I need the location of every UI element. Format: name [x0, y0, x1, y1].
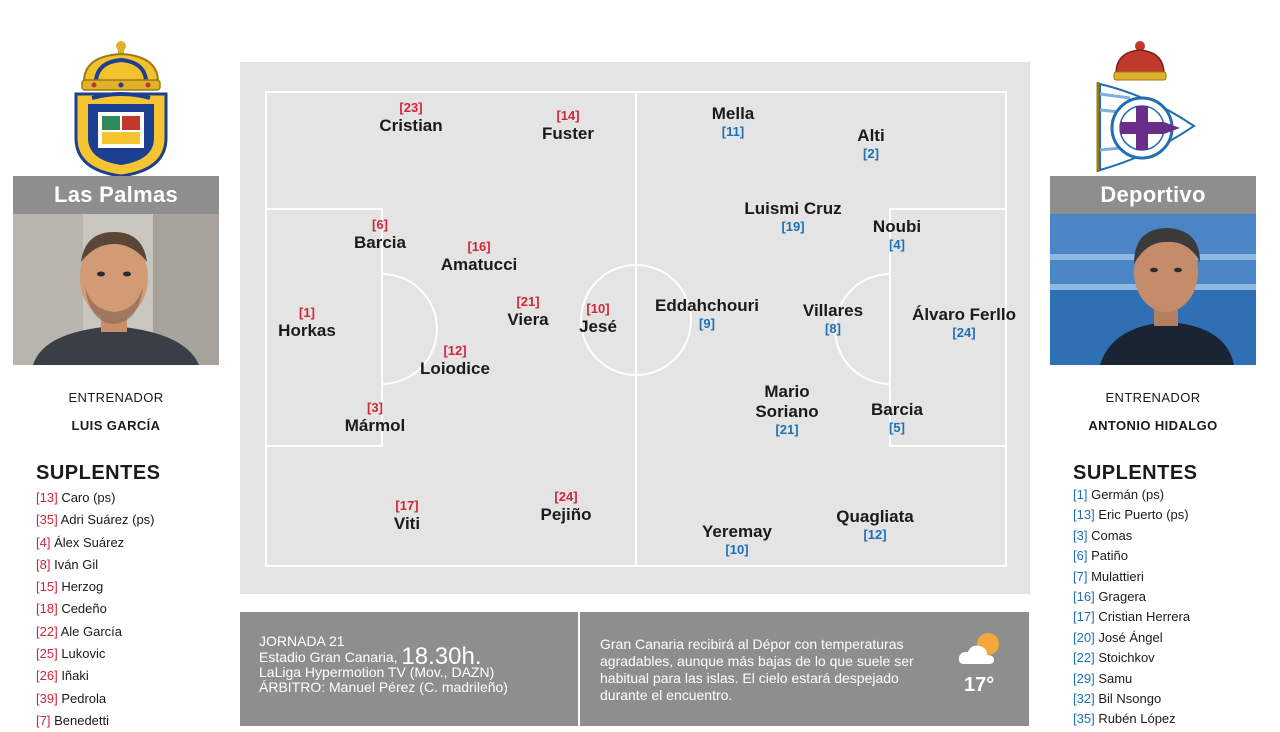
list-item: [8] Iván Gil — [36, 556, 99, 572]
home-subs-list: [13] Caro (ps) [35] Adri Suárez (ps) [4]… — [36, 487, 155, 732]
list-item: [6] Patiño — [1073, 548, 1128, 564]
pitch-lines — [265, 91, 1007, 567]
player-home-jese: [10] Jesé — [579, 301, 617, 336]
home-coach-photo — [13, 214, 219, 365]
list-item: [7] Benedetti — [36, 712, 110, 728]
away-coach-name: ANTONIO HIDALGO — [1088, 418, 1218, 433]
away-coach-photo — [1050, 214, 1256, 365]
deportivo-crest-icon — [1096, 41, 1196, 172]
list-item: [22] Ale García — [36, 623, 123, 639]
match-venue-time: Estadio Gran Canaria, 18.30h. — [259, 643, 482, 670]
player-away-mella: Mella [11] — [711, 104, 755, 139]
player-away-mario-soriano: Mario Soriano [21] — [755, 382, 819, 437]
player-home-pejino: [24] Pejiño — [540, 489, 592, 524]
pitch-lineup: [23] Cristian [14] Fuster [6] Barcia [16] Am… — [240, 62, 1030, 594]
list-item: [22] Stoichkov — [1073, 650, 1155, 666]
player-home-cristian: [23] Cristian — [379, 100, 443, 135]
match-jornada: JORNADA 21 — [259, 633, 345, 649]
player-home-loiodice: [12] Loiodice — [420, 343, 490, 378]
player-away-luismi-cruz: Luismi Cruz [19] — [744, 199, 842, 234]
player-away-villares: Villares [8] — [802, 301, 864, 336]
list-item: [25] Lukovic — [36, 646, 106, 662]
list-item: [15] Herzog — [36, 579, 104, 595]
list-item: [4] Álex Suárez — [36, 534, 125, 550]
list-item: [3] Comas — [1073, 527, 1133, 543]
list-item: [35] Adri Suárez (ps) — [36, 512, 155, 528]
player-away-barcia: Barcia [5] — [871, 400, 923, 435]
player-home-viti: [17] Viti — [393, 498, 421, 533]
home-subs-title: SUPLENTES — [36, 462, 161, 484]
list-item: [26] Iñaki — [36, 668, 89, 684]
player-away-eddahchouri: Eddahchouri [9] — [655, 296, 759, 331]
list-item: [1] Germán (ps) — [1073, 487, 1165, 502]
list-item: [16] Gragera — [1073, 588, 1147, 604]
home-team-name: Las Palmas — [13, 176, 219, 214]
match-referee: ÁRBITRO: Manuel Pérez (C. madrileño) — [259, 679, 508, 695]
player-home-amatucci: [16] Amatucci — [440, 239, 518, 274]
home-coach-name: LUIS GARCÍA — [71, 418, 161, 433]
player-away-noubi: Noubi [4] — [872, 217, 922, 252]
list-item: [35] Rubén López — [1073, 711, 1176, 727]
weather-text: Gran Canaria recibirá al Dépor con tempe… — [600, 636, 914, 703]
list-item: [39] Pedrola — [36, 690, 107, 706]
away-team-name: Deportivo — [1050, 176, 1256, 214]
list-item: [13] Caro (ps) — [36, 490, 116, 505]
partly-cloudy-icon — [958, 633, 999, 664]
list-item: [32] Bil Nsongo — [1073, 690, 1162, 706]
list-item: [13] Eric Puerto (ps) — [1073, 507, 1189, 523]
weather-temperature: 17° — [964, 674, 995, 696]
list-item: [29] Samu — [1073, 670, 1133, 686]
player-away-quagliata: Quagliata [12] — [836, 507, 914, 542]
player-away-yeremay: Yeremay [10] — [702, 522, 772, 557]
list-item: [18] Cedeño — [36, 601, 107, 617]
list-item: [20] José Ángel — [1073, 629, 1163, 645]
weather-panel: Gran Canaria recibirá al Dépor con tempe… — [580, 612, 1029, 726]
away-subs-list: [1] Germán (ps) [13] Eric Puerto (ps) [3… — [1073, 485, 1190, 730]
player-home-fuster: [14] Fuster — [542, 108, 594, 143]
list-item: [17] Cristian Herrera — [1073, 609, 1191, 625]
match-info-panel: JORNADA 21 Estadio Gran Canaria, 18.30h.… — [240, 612, 578, 726]
match-tv: LaLiga Hypermotion TV (Mov., DAZN) — [259, 664, 495, 680]
home-coach-label: ENTRENADOR — [68, 390, 164, 405]
player-home-viera: [21] Viera — [507, 294, 549, 329]
away-coach-label: ENTRENADOR — [1105, 390, 1201, 405]
player-home-marmol: [3] Mármol — [344, 400, 406, 435]
player-away-alti: Alti [2] — [857, 126, 885, 161]
player-away-alvaro-ferllo: Álvaro Ferllo [24] — [912, 305, 1016, 340]
away-subs-title: SUPLENTES — [1073, 462, 1198, 484]
player-home-barcia: [6] Barcia — [354, 217, 406, 252]
player-home-horkas: [1] Horkas — [278, 305, 336, 340]
match-time: 18.30h. — [401, 643, 482, 670]
list-item: [7] Mulattieri — [1073, 568, 1144, 584]
las-palmas-crest-icon — [74, 41, 168, 178]
